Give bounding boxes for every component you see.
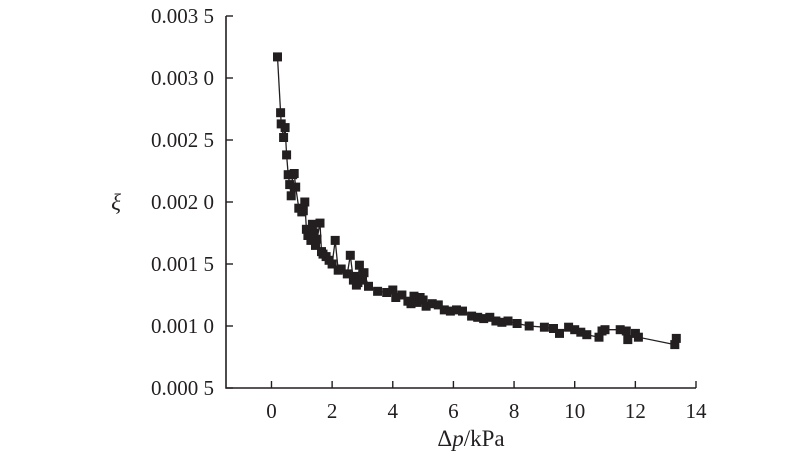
data-point [279,133,289,142]
y-axis-ticks: 0.000 5 0.001 0 0.001 5 0.002 0 0.002 5 0.003… [151,4,233,400]
data-point [273,52,282,62]
y-tick-label: 0.003 5 [151,4,214,28]
data-point [539,322,549,332]
data-point [485,312,495,322]
data-point [439,305,449,315]
data-point [452,305,461,315]
data-point [397,290,407,300]
y-tick-label: 0.000 5 [151,376,214,400]
data-point [391,293,401,302]
data-point [289,169,299,178]
x-tick-label: 2 [327,399,338,423]
data-point [373,286,383,296]
data-point [306,235,316,245]
data-point [445,306,455,316]
data-point [282,150,292,160]
data-point [406,299,416,309]
data-point [276,108,286,118]
x-tick-label: 6 [448,399,459,423]
y-tick-label: 0.003 0 [151,66,214,90]
data-point [555,328,564,338]
data-point [315,218,325,228]
data-point [412,297,422,307]
data-point [418,295,428,305]
data-point [467,311,477,321]
data-point [309,228,319,238]
data-point [594,332,604,342]
y-tick-label: 0.002 0 [151,190,214,214]
x-axis-title-variable: p [450,426,464,451]
x-tick-label: 12 [625,399,646,423]
x-tick-label: 4 [388,399,399,423]
data-point [354,260,364,270]
data-point [421,301,431,311]
series-line [276,56,677,346]
y-tick-label: 0.001 5 [151,252,214,276]
y-tick-label: 0.002 5 [151,128,214,152]
data-point [350,271,360,281]
data-point [312,234,322,244]
data-point [671,333,681,343]
data-point [479,314,489,324]
data-point [336,264,346,274]
data-point [311,240,320,250]
data-point [497,317,507,327]
data-point [549,324,558,333]
data-point [330,235,340,245]
data-point [358,275,367,285]
data-point [512,319,522,328]
data-point [600,325,610,335]
data-point [364,281,373,291]
data-point [359,268,369,278]
data-point [433,300,443,310]
x-axis-ticks: 0 2 4 6 8 10 12 14 [266,381,707,423]
data-point [473,312,483,322]
data-point [280,123,290,133]
data-point [670,340,680,350]
data-point [564,322,574,332]
data-point [291,182,301,192]
data-point [582,330,592,340]
y-tick-label: 0.001 0 [151,314,214,338]
data-point [345,250,355,260]
data-point [427,299,437,309]
data-point [301,224,311,234]
x-tick-label: 10 [564,399,585,423]
data-point [615,325,625,335]
data-point [303,231,313,240]
data-point [342,269,352,279]
x-axis-title-unit: /kPa [464,426,505,451]
data-point [409,291,419,301]
data-point [298,206,308,216]
data-point [388,285,398,295]
data-point [286,191,296,201]
data-point [633,332,643,342]
x-tick-label: 0 [266,399,277,423]
data-point [307,219,317,229]
data-point [621,326,631,336]
data-point [491,316,501,326]
data-point [570,325,580,335]
data-point [623,335,633,345]
data-point [524,321,534,331]
data-point [382,288,392,297]
x-axis-title-delta: Δ [437,426,452,451]
data-series [273,52,681,350]
data-point [285,180,295,190]
y-axis-title: ξ [111,190,121,215]
x-tick-label: 14 [686,399,708,423]
x-axis-title: Δp/kPa [437,426,504,451]
data-point [300,197,310,207]
x-tick-label: 8 [509,399,520,423]
data-point [503,316,513,326]
data-point [458,306,467,316]
data-point [327,259,337,269]
data-point [576,327,586,337]
